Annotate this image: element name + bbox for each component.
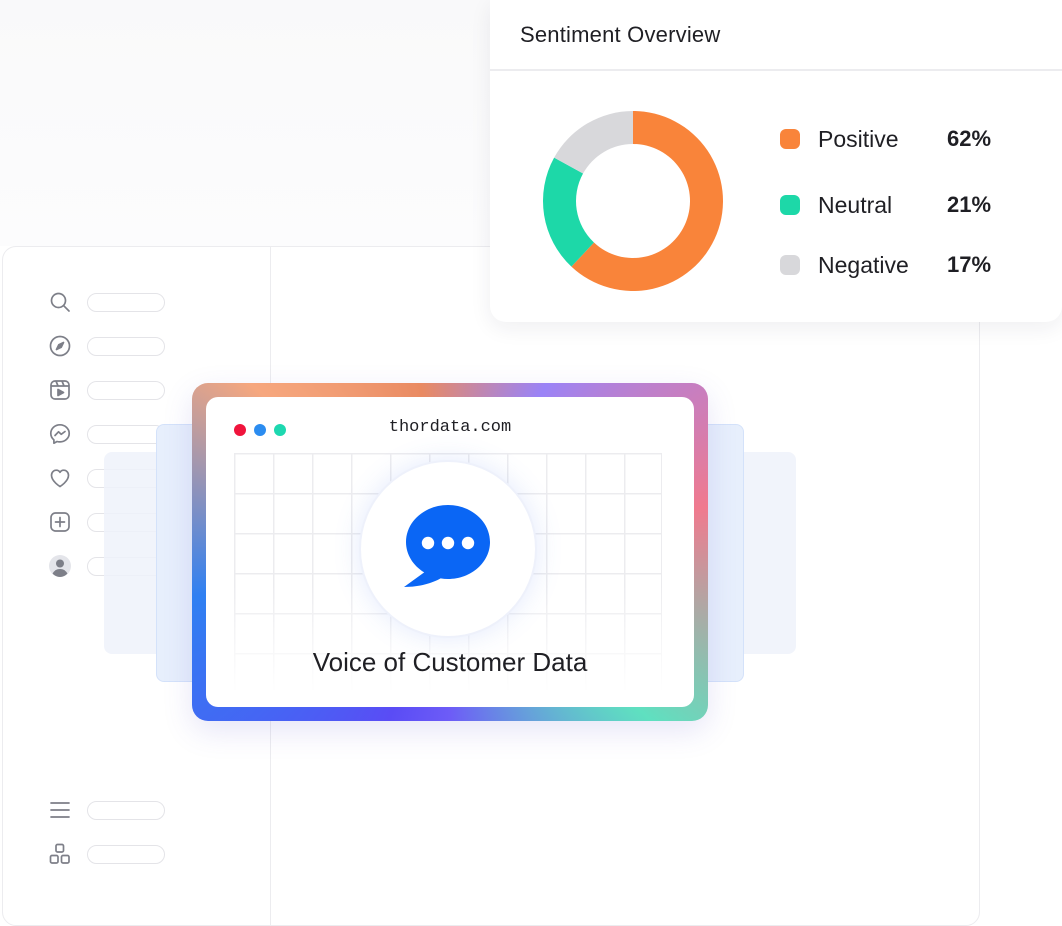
voc-url: thordata.com (388, 418, 512, 437)
sentiment-title: Sentiment Overview (520, 22, 721, 47)
legend-swatch-positive (780, 129, 800, 149)
sentiment-card: Sentiment Overview Positive 62% Neutral … (490, 0, 1062, 322)
sidebar-item-explore[interactable] (47, 333, 165, 359)
sidebar-item-placeholder (87, 844, 165, 864)
sidebar-item-more[interactable] (47, 797, 165, 823)
sidebar-item-placeholder (87, 336, 165, 356)
sidebar-item-placeholder (87, 800, 165, 820)
legend-swatch-neutral (780, 195, 800, 215)
compass-icon (47, 333, 73, 359)
voc-gradient-frame: thordata.com Voice of Customer Data (192, 383, 708, 721)
legend-item-negative: Negative 17% (780, 250, 1010, 280)
legend-label: Positive (818, 125, 899, 152)
sidebar-item-messages[interactable] (47, 421, 165, 447)
window-dot-blue (254, 424, 266, 436)
user-icon (47, 553, 73, 579)
video-icon (47, 377, 73, 403)
legend-value: 17% (947, 252, 992, 277)
chat-bubble-badge (361, 462, 535, 636)
plus-square-icon (47, 509, 73, 535)
legend-label: Neutral (818, 191, 893, 218)
background-shade (0, 0, 500, 246)
sidebar-item-search[interactable] (47, 289, 165, 315)
donut-slice-neutral (543, 157, 594, 267)
sentiment-donut-chart (543, 111, 723, 291)
donut-slice-positive (571, 111, 723, 291)
sidebar-item-placeholder (87, 424, 165, 444)
grid-icon (47, 841, 73, 867)
donut-slice-negative (554, 111, 633, 174)
voc-card: thordata.com Voice of Customer Data (206, 397, 694, 707)
legend-item-neutral: Neutral 21% (780, 190, 1010, 220)
legend-value: 21% (947, 192, 992, 217)
window-dot-red (234, 424, 246, 436)
sidebar-item-apps[interactable] (47, 841, 165, 867)
messenger-icon (47, 421, 73, 447)
search-icon (47, 289, 73, 315)
window-controls (234, 424, 286, 436)
divider (490, 69, 1062, 71)
heart-icon (47, 465, 73, 491)
legend-item-positive: Positive 62% (780, 124, 1010, 154)
menu-icon (47, 797, 73, 823)
chat-bubble-icon (404, 505, 490, 587)
window-dot-green (274, 424, 286, 436)
legend-label: Negative (818, 251, 909, 278)
legend-value: 62% (947, 126, 992, 151)
sidebar-item-placeholder (87, 380, 165, 400)
voc-title: Voice of Customer Data (312, 647, 588, 677)
sidebar-item-placeholder (87, 292, 165, 312)
legend-swatch-negative (780, 255, 800, 275)
sidebar-item-reels[interactable] (47, 377, 165, 403)
